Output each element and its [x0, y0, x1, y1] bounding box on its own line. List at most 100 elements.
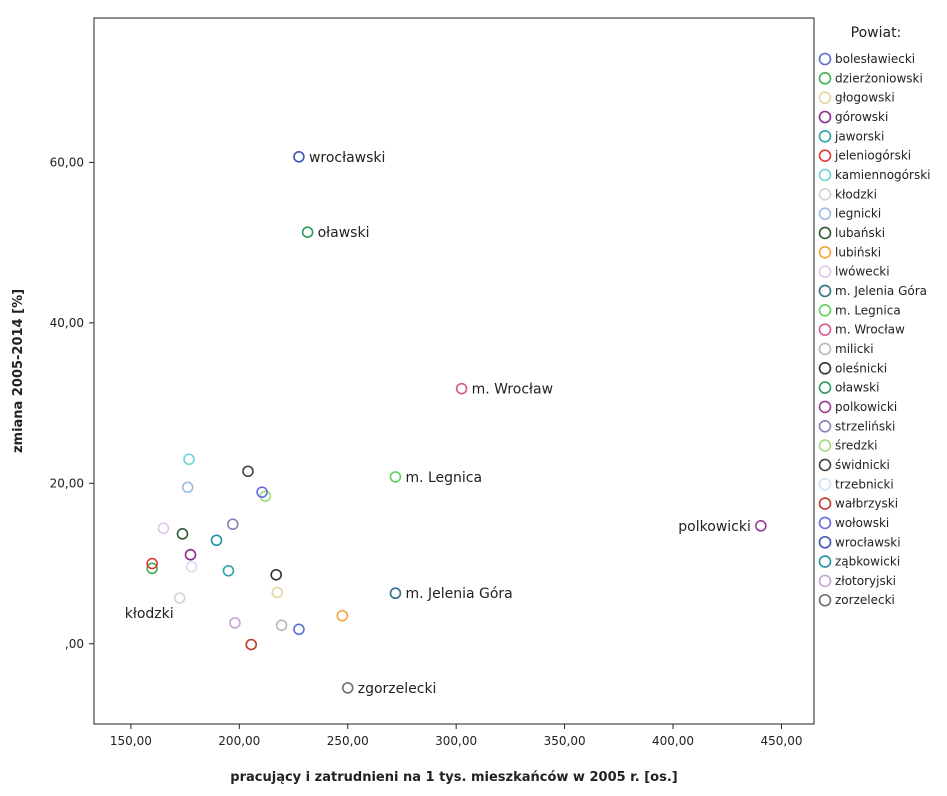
data-point: [301, 226, 314, 239]
point-label: kłodzki: [125, 606, 174, 622]
legend-marker: [818, 130, 832, 143]
legend-title: Powiat:: [851, 25, 902, 41]
legend-marker: [818, 361, 832, 375]
point-label: m. Jelenia Góra: [405, 586, 512, 602]
legend-items: bolesławiecki dzierżoniowski głogowski góro…: [818, 52, 930, 607]
legend-marker: [818, 303, 832, 317]
legend-marker: [818, 535, 832, 549]
legend-marker: [818, 72, 832, 85]
y-tick-label: 40,00: [50, 316, 84, 330]
legend-marker: [818, 458, 832, 472]
legend-marker: [818, 149, 832, 162]
legend-label: polkowicki: [835, 400, 897, 414]
x-tick-label: 300,00: [435, 734, 477, 748]
legend-label: zorzelecki: [835, 593, 895, 607]
legend-label: lwówecki: [835, 265, 890, 279]
legend-marker: [818, 400, 832, 414]
legend-marker: [818, 207, 832, 220]
legend-label: strzeliński: [835, 419, 895, 433]
data-point: [157, 522, 170, 535]
legend-label: dzierżoniowski: [835, 71, 923, 85]
y-axis: ,00 20,00 40,00 60,00: [50, 155, 94, 651]
legend-label: m. Legnica: [835, 303, 901, 317]
legend-label: jaworski: [834, 129, 884, 143]
data-point: [173, 592, 186, 604]
data-point: [245, 638, 258, 651]
data-point: [222, 564, 235, 577]
legend-label: trzebnicki: [835, 477, 894, 491]
legend-label: milicki: [835, 342, 874, 356]
legend-marker: [818, 342, 832, 356]
legend-marker: [818, 555, 832, 568]
legend-marker: [818, 477, 832, 491]
data-point: [341, 682, 354, 694]
point-label: zgorzelecki: [358, 681, 437, 697]
x-tick-label: 450,00: [760, 734, 802, 748]
data-point: [336, 609, 349, 622]
legend-label: wałbrzyski: [835, 497, 898, 511]
point-label: m. Wrocław: [472, 382, 553, 398]
legend-label: świdnicki: [835, 458, 890, 472]
legend-marker: [818, 439, 832, 452]
legend-label: lubiński: [835, 245, 881, 259]
y-axis-title: zmiana 2005-2014 [%]: [11, 289, 26, 453]
data-point: [389, 471, 402, 483]
data-point: [183, 453, 195, 466]
data-point: [181, 481, 194, 494]
legend-label: wołowski: [835, 516, 889, 530]
point-label: polkowicki: [678, 519, 751, 535]
legend-marker: [818, 323, 832, 336]
data-point: [185, 560, 198, 573]
x-tick-label: 250,00: [327, 734, 369, 748]
legend-label: lubański: [835, 226, 885, 240]
legend-label: legnicki: [835, 207, 881, 221]
legend: Powiat: bolesławiecki dzierżoniowski głogo…: [818, 25, 930, 607]
legend-label: ząbkowicki: [835, 555, 900, 569]
legend-marker: [818, 593, 832, 607]
data-point: [389, 587, 402, 600]
legend-label: kamiennogórski: [835, 168, 930, 182]
data-point: [226, 518, 239, 531]
legend-label: złotoryjski: [835, 574, 896, 588]
legend-marker: [818, 265, 832, 278]
legend-label: głogowski: [835, 91, 895, 105]
data-point: [275, 619, 288, 632]
data-point: [146, 557, 158, 570]
data-point: [293, 623, 305, 636]
x-tick-label: 200,00: [218, 734, 260, 748]
data-point: [210, 534, 223, 547]
legend-marker: [818, 284, 832, 298]
legend-label: oleśnicki: [835, 361, 887, 375]
legend-label: m. Wrocław: [835, 323, 905, 337]
point-label: wrocławski: [309, 150, 385, 166]
legend-marker: [818, 516, 832, 530]
data-point: [176, 528, 189, 540]
data-points: [146, 150, 767, 694]
legend-label: m. Jelenia Góra: [835, 284, 927, 298]
legend-label: średzki: [835, 439, 878, 453]
y-tick-label: 60,00: [50, 155, 84, 169]
y-tick-label: 20,00: [50, 476, 84, 490]
legend-label: jeleniogórski: [834, 149, 911, 163]
data-point: [293, 150, 305, 163]
legend-marker: [818, 246, 832, 259]
legend-label: kłodzki: [835, 187, 877, 201]
data-point: [242, 465, 254, 478]
legend-marker: [818, 574, 832, 588]
data-point: [270, 568, 282, 581]
x-axis: 150,00 200,00 250,00 300,00 350,00 400,00 450,…: [110, 724, 802, 748]
plot-area: [93, 17, 815, 725]
data-point: [755, 520, 767, 532]
legend-marker: [818, 188, 832, 201]
legend-marker: [818, 52, 832, 66]
data-point: [455, 382, 468, 395]
legend-label: oławski: [835, 381, 879, 395]
legend-label: wrocławski: [835, 535, 901, 549]
x-axis-title: pracujący i zatrudnieni na 1 tys. mieszk…: [230, 770, 677, 785]
data-point: [146, 562, 158, 575]
point-labels: kłodzki m. Jelenia Góra m. Legnica m. Wrocł…: [125, 150, 751, 697]
legend-marker: [818, 381, 832, 394]
data-point: [229, 617, 241, 629]
